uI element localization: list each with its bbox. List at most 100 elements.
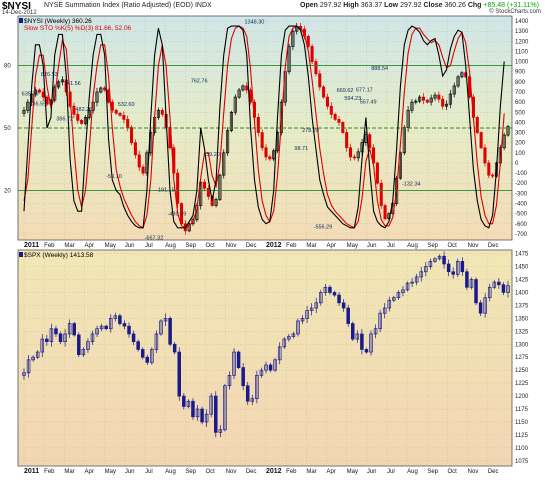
candle-body bbox=[314, 61, 318, 75]
sto-d-line bbox=[23, 25, 505, 229]
candle-body bbox=[352, 156, 356, 159]
candle-body bbox=[492, 281, 497, 288]
candle-body bbox=[428, 261, 433, 267]
month-tick-label: Feb bbox=[44, 469, 55, 475]
candle-body bbox=[218, 429, 223, 433]
candle-body bbox=[177, 351, 181, 397]
y-tick-label: 1350 bbox=[515, 316, 529, 322]
panel-background bbox=[17, 249, 513, 467]
candle-body bbox=[319, 292, 323, 304]
month-tick-label: May bbox=[105, 243, 116, 249]
candle-body bbox=[150, 349, 154, 363]
y-tick-label: 200 bbox=[515, 141, 526, 147]
candle-body bbox=[296, 320, 300, 335]
candle-body bbox=[176, 172, 180, 204]
month-tick-label: Jun bbox=[367, 243, 377, 249]
candle-body bbox=[131, 333, 136, 343]
month-tick-label: Aug bbox=[407, 469, 418, 475]
value-annotation: -191.15 bbox=[156, 187, 175, 193]
candle-body bbox=[249, 89, 253, 103]
month-tick-label: Jun bbox=[367, 469, 377, 475]
y-tick-label: 100 bbox=[515, 151, 526, 157]
value-annotation: -667.32 bbox=[145, 236, 164, 242]
candle-body bbox=[22, 372, 26, 376]
candle-body bbox=[168, 318, 172, 345]
candle-body bbox=[474, 279, 478, 304]
y-tick-label: 1425 bbox=[515, 278, 529, 284]
candle-body bbox=[364, 349, 369, 353]
candle-body bbox=[136, 341, 140, 350]
candle-body bbox=[346, 307, 350, 324]
month-tick-label: Aug bbox=[407, 243, 418, 249]
value-annotation: 762.76 bbox=[191, 79, 208, 85]
candle-body bbox=[60, 79, 64, 83]
y-tick-label: 1000 bbox=[515, 60, 529, 66]
candle-body bbox=[456, 261, 460, 275]
candle-body bbox=[241, 85, 245, 91]
candle-body bbox=[99, 325, 104, 330]
month-tick-label: Apr bbox=[85, 469, 94, 475]
month-tick-label: Feb bbox=[44, 243, 55, 249]
month-tick-label: Dec bbox=[488, 469, 499, 475]
candle-body bbox=[441, 98, 445, 107]
candle-body bbox=[451, 271, 455, 275]
candle-body bbox=[273, 359, 277, 371]
candle-body bbox=[110, 101, 114, 111]
candle-body bbox=[133, 142, 137, 156]
candle-body bbox=[83, 117, 87, 124]
candle-body bbox=[126, 119, 130, 128]
candle-body bbox=[182, 395, 186, 407]
candle-body bbox=[81, 349, 86, 355]
legend-marker bbox=[19, 252, 23, 257]
candle-body bbox=[424, 266, 428, 273]
y-tick-label: 1450 bbox=[515, 265, 529, 271]
open-label: Open bbox=[300, 2, 318, 9]
spx-panel: 2011 Feb Mar Apr May Jun Jul Aug Sep Oct Nov Dec 201… bbox=[17, 249, 529, 475]
legend-marker bbox=[19, 18, 23, 23]
candle-body bbox=[63, 333, 67, 343]
y-tick-label: -600 bbox=[515, 222, 528, 228]
candle-body bbox=[41, 91, 45, 98]
candle-body bbox=[103, 87, 107, 91]
candle-body bbox=[127, 325, 131, 335]
month-tick-label: Sep bbox=[185, 243, 196, 249]
candle-body bbox=[122, 114, 126, 120]
candle-body bbox=[67, 323, 72, 335]
value-annotation: 278.20 bbox=[302, 128, 319, 134]
candle-body bbox=[329, 105, 333, 115]
candle-body bbox=[501, 284, 506, 293]
y-tick-label: 1400 bbox=[515, 290, 529, 296]
candle-body bbox=[214, 199, 218, 206]
candle-body bbox=[226, 130, 230, 154]
candle-body bbox=[191, 400, 195, 418]
legend-nysi: $NYSI (Weekly) 360.26 bbox=[24, 18, 92, 25]
candle-body bbox=[222, 152, 226, 176]
legend-slow-sto: Slow STO %K(5) %D(3) 81.66, 52.06 bbox=[24, 25, 132, 32]
high-label: High bbox=[343, 2, 359, 9]
candle-body bbox=[506, 285, 510, 293]
candle-body bbox=[77, 334, 81, 355]
candle-body bbox=[118, 112, 122, 116]
candle-body bbox=[141, 166, 145, 174]
candle-body bbox=[237, 89, 241, 98]
legend-spx: $SPX (Weekly) 1413.58 bbox=[24, 252, 94, 259]
y-tick-label: 1175 bbox=[515, 407, 529, 413]
month-tick-label: Mar bbox=[306, 469, 316, 475]
y-tick-label: 300 bbox=[515, 131, 526, 137]
candle-body bbox=[268, 156, 272, 160]
y-tick-label: -300 bbox=[515, 191, 528, 197]
candle-body bbox=[268, 364, 273, 371]
candle-body bbox=[356, 151, 360, 159]
month-tick-label: Aug bbox=[165, 469, 176, 475]
candle-body bbox=[487, 286, 492, 299]
candle-body bbox=[323, 286, 328, 293]
month-tick-label: Aug bbox=[165, 243, 176, 249]
candle-body bbox=[54, 328, 58, 335]
open-value: 297.92 bbox=[319, 2, 342, 9]
candle-body bbox=[355, 333, 360, 340]
candle-body bbox=[442, 255, 446, 265]
ticker-description: NYSE Summation Index (Ratio Adjusted) (E… bbox=[44, 2, 212, 9]
candle-body bbox=[159, 320, 163, 335]
candle-body bbox=[418, 96, 422, 102]
nysi-panel: 2011 Feb Mar Apr May Jun Jul Aug Sep Oct Nov Dec 201… bbox=[4, 15, 529, 249]
